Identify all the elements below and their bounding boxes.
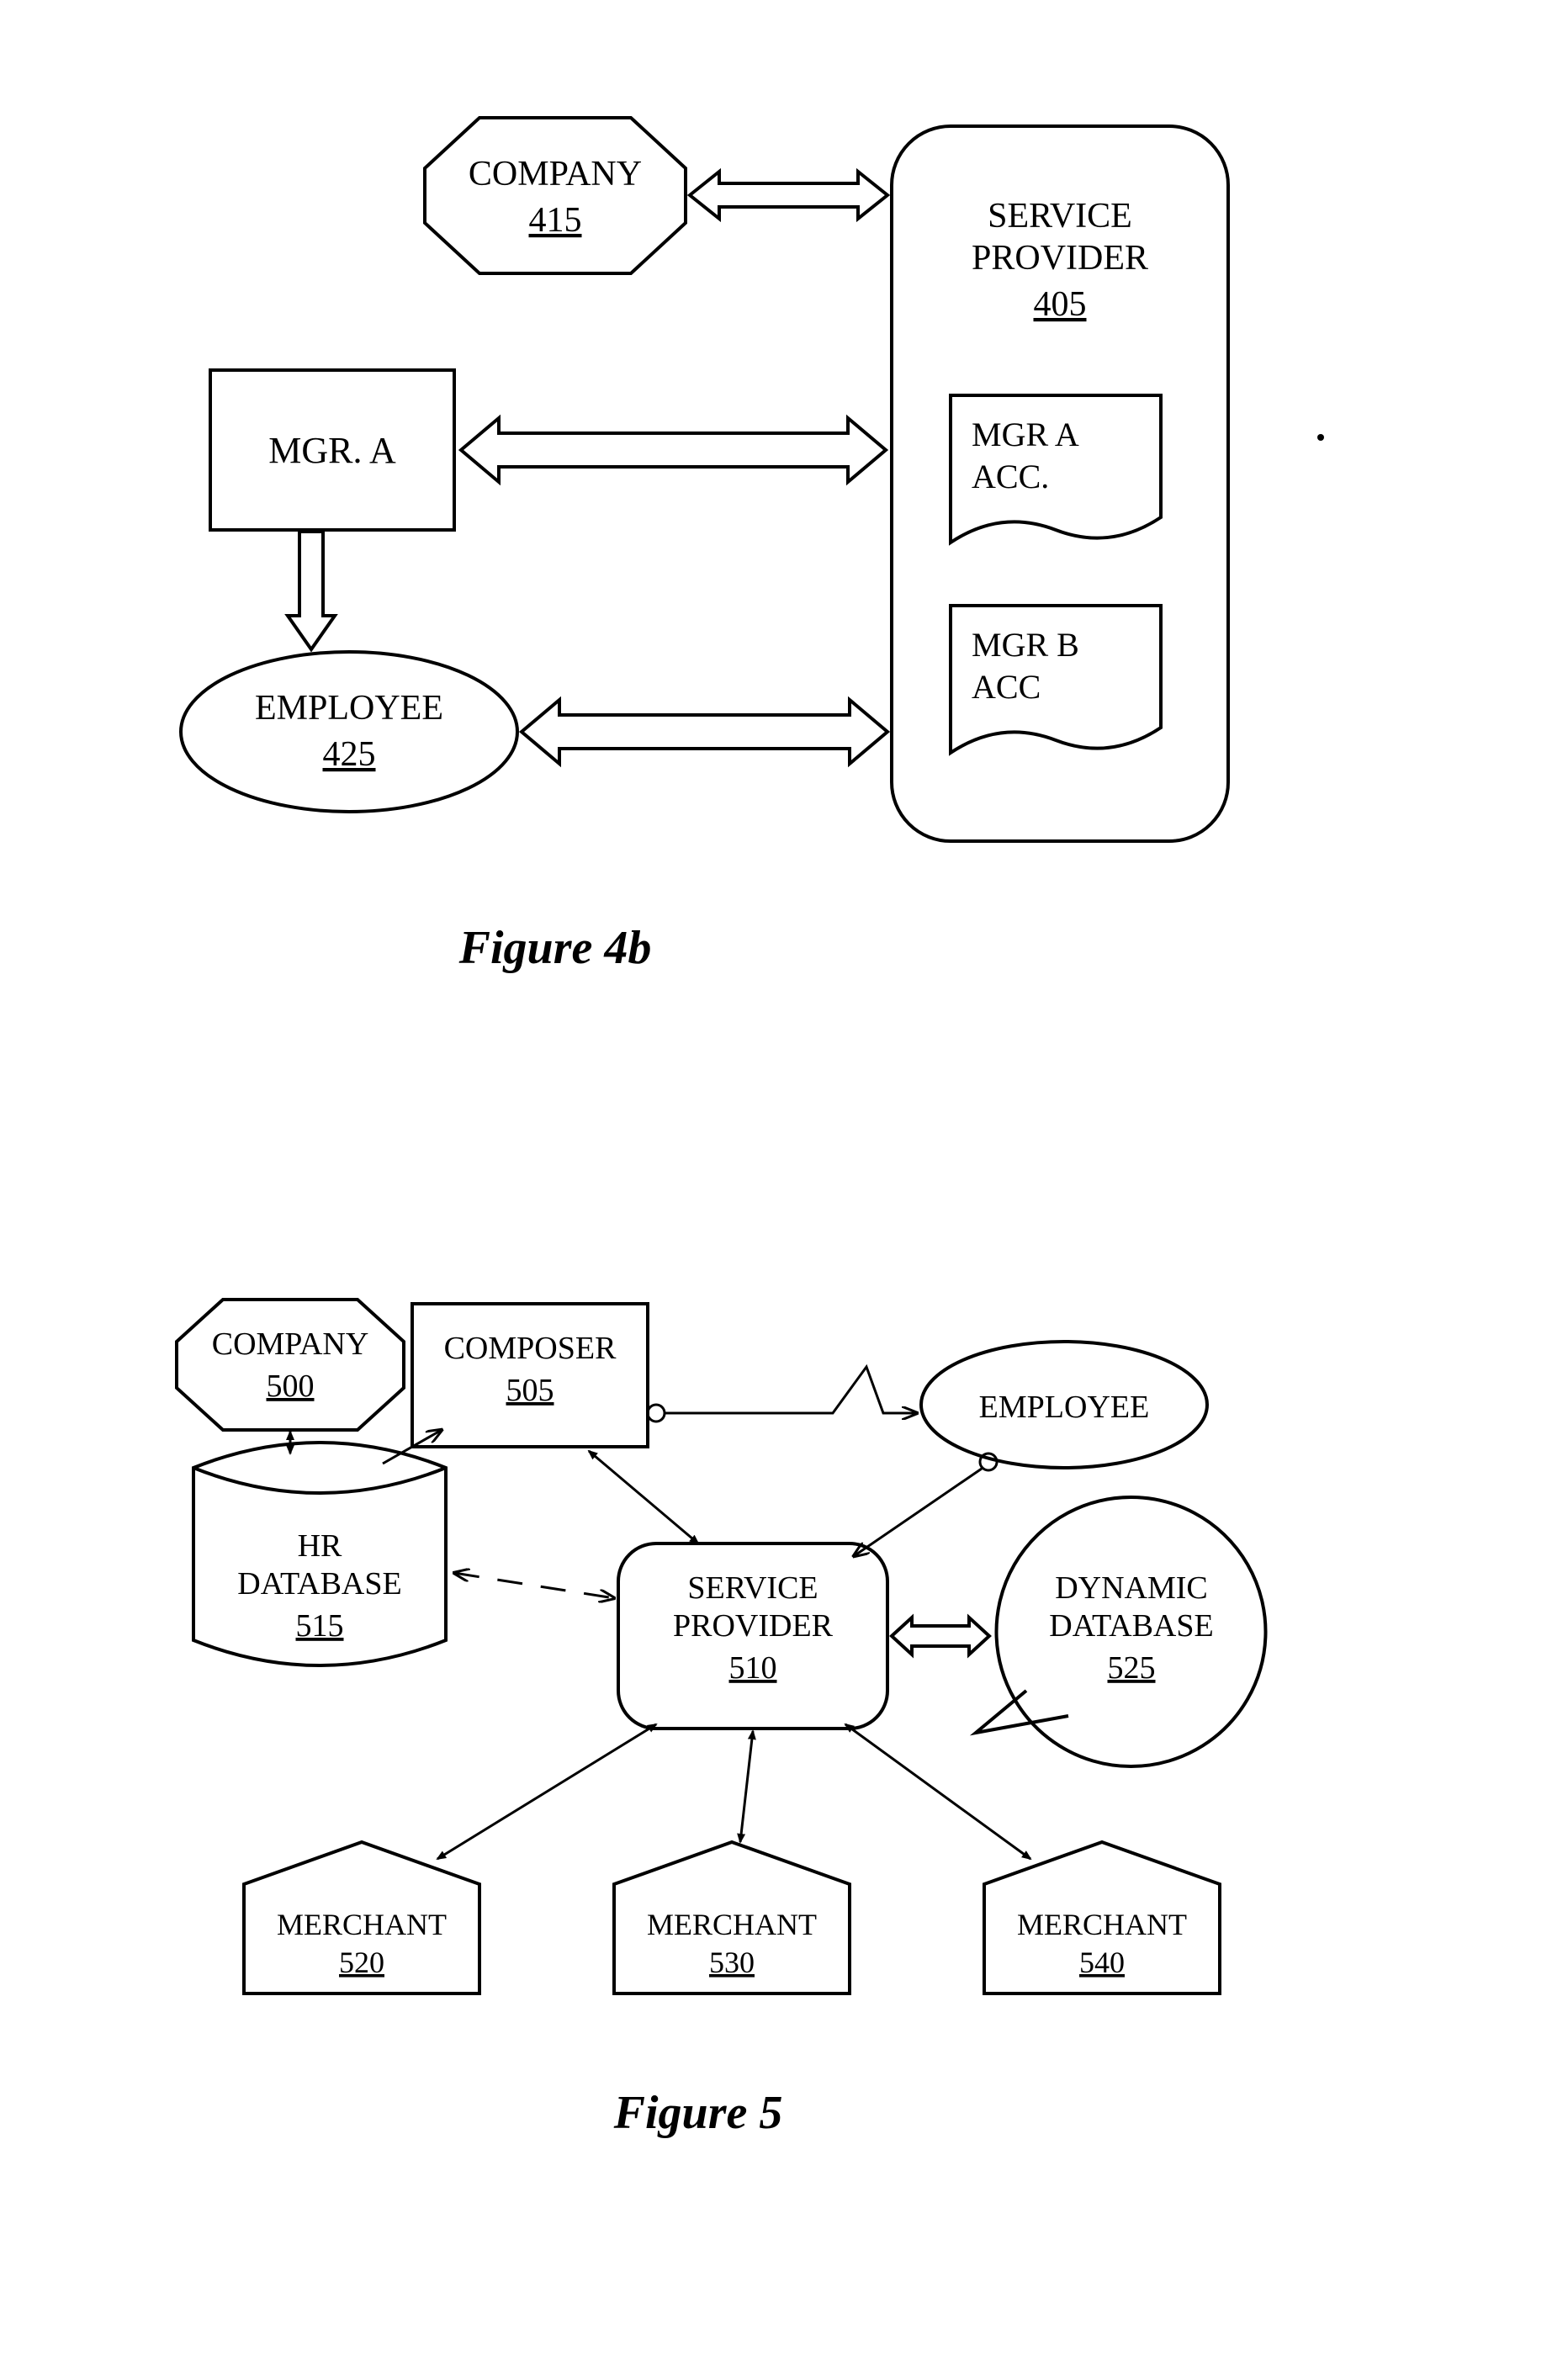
sp-ref: 405: [1034, 285, 1087, 324]
mgr-a-acc-node: MGR A ACC.: [951, 395, 1161, 543]
f5-composer-node: COMPOSER 505: [412, 1304, 648, 1447]
f5-edge-composer-employee: [648, 1367, 917, 1422]
mgr-b-acc-l2: ACC: [972, 668, 1041, 706]
company-ref: 415: [529, 201, 582, 240]
f5-edge-sp-dyndb: [892, 1618, 989, 1655]
f5-m2-ref: 530: [709, 1946, 755, 1979]
f5-company-ref: 500: [267, 1369, 315, 1404]
f5-employee-label: EMPLOYEE: [979, 1390, 1150, 1425]
sp-label-1: SERVICE: [988, 197, 1132, 236]
figure-5: COMPANY 500 COMPOSER 505 EMPLOYEE HR DAT…: [177, 1300, 1266, 2139]
f5-hrdb-l1: HR: [298, 1528, 342, 1564]
employee-ref: 425: [323, 735, 376, 774]
f5-merchant-540: MERCHANT 540: [984, 1842, 1220, 1993]
f5-edge-employee-sp: [854, 1453, 997, 1556]
f5-merchant-530: MERCHANT 530: [614, 1842, 850, 1993]
company-node: COMPANY 415: [425, 118, 686, 273]
f5-hrdb-l2: DATABASE: [237, 1566, 401, 1602]
figure-4b: SERVICE PROVIDER 405 MGR A ACC. MGR B AC…: [181, 118, 1324, 974]
f5-employee-node: EMPLOYEE: [921, 1342, 1207, 1468]
f5-sp-node: SERVICE PROVIDER 510: [618, 1543, 887, 1729]
figure-5-caption: Figure 5: [613, 2087, 783, 2139]
f5-dyndb-l1: DYNAMIC: [1055, 1570, 1208, 1606]
figure-4b-caption: Figure 4b: [458, 922, 652, 974]
svg-text:SERVICE: SERVICE: [988, 197, 1132, 236]
f5-merchant-520: MERCHANT 520: [244, 1842, 479, 1993]
f5-edge-sp-m2: [740, 1731, 753, 1842]
mgr-b-acc-node: MGR B ACC: [951, 606, 1161, 753]
edge-mgra-employee: [288, 532, 335, 649]
f5-hrdb-ref: 515: [296, 1608, 344, 1644]
f5-dyndb-l2: DATABASE: [1049, 1608, 1213, 1644]
mgr-a-acc-l1: MGR A: [972, 416, 1079, 453]
f5-composer-ref: 505: [506, 1373, 554, 1408]
f5-edge-sp-m1: [437, 1724, 656, 1859]
f5-dyndb-node: DYNAMIC DATABASE 525: [976, 1497, 1266, 1766]
f5-m3-label: MERCHANT: [1017, 1908, 1187, 1941]
f5-composer-label: COMPOSER: [444, 1331, 617, 1366]
edge-mgra-sp: [461, 418, 886, 482]
f5-m3-ref: 540: [1079, 1946, 1125, 1979]
diagram-canvas: SERVICE PROVIDER 405 MGR A ACC. MGR B AC…: [0, 0, 1568, 2372]
f5-sp-l1: SERVICE: [687, 1570, 818, 1606]
f5-edge-composer-sp: [589, 1451, 698, 1543]
stray-dot: [1317, 434, 1324, 441]
f5-company-node: COMPANY 500: [177, 1300, 404, 1430]
mgr-a-label: MGR. A: [268, 430, 396, 471]
sp-label-2: PROVIDER: [972, 239, 1148, 278]
f5-sp-l2: PROVIDER: [673, 1608, 834, 1644]
mgr-a-node: MGR. A: [210, 370, 454, 530]
edge-employee-sp: [522, 700, 887, 764]
f5-sp-ref: 510: [729, 1650, 777, 1686]
f5-dyndb-ref: 525: [1108, 1650, 1156, 1686]
f5-m2-label: MERCHANT: [647, 1908, 817, 1941]
mgr-b-acc-l1: MGR B: [972, 626, 1079, 664]
svg-text:PROVIDER: PROVIDER: [972, 239, 1148, 278]
f5-company-label: COMPANY: [212, 1326, 369, 1362]
employee-label: EMPLOYEE: [255, 689, 443, 728]
f5-hrdb-node: HR DATABASE 515: [193, 1443, 446, 1665]
employee-node: EMPLOYEE 425: [181, 652, 517, 812]
company-label: COMPANY: [469, 155, 642, 193]
f5-m1-ref: 520: [339, 1946, 384, 1979]
edge-company-sp: [690, 172, 887, 219]
f5-m1-label: MERCHANT: [277, 1908, 447, 1941]
service-provider-node: SERVICE PROVIDER 405: [892, 126, 1228, 841]
mgr-a-acc-l2: ACC.: [972, 458, 1049, 495]
f5-edge-hrdb-sp: [454, 1573, 614, 1598]
f5-edge-sp-m3: [845, 1724, 1030, 1859]
